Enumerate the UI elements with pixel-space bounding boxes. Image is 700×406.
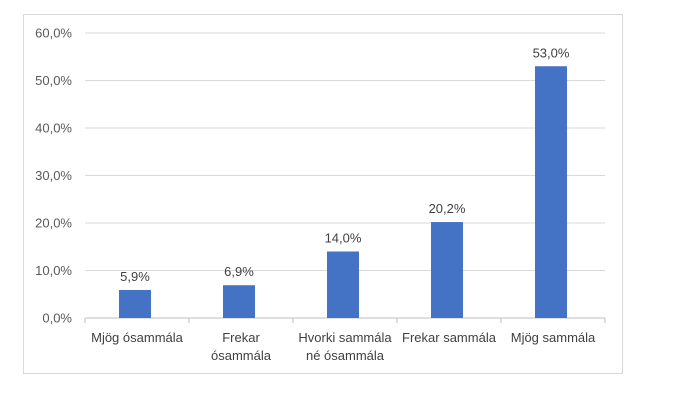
y-tick-label: 50,0%: [35, 73, 72, 88]
x-category-label: Mjög sammála: [511, 330, 596, 345]
bar: [431, 222, 463, 318]
data-label: 5,9%: [120, 269, 150, 284]
data-label: 53,0%: [533, 45, 570, 60]
y-tick-label: 20,0%: [35, 216, 72, 231]
data-label: 20,2%: [429, 201, 466, 216]
y-tick-label: 60,0%: [35, 26, 72, 41]
x-category-label: Frekar: [222, 330, 260, 345]
y-tick-label: 30,0%: [35, 168, 72, 183]
y-tick-label: 10,0%: [35, 263, 72, 278]
x-category-label: Frekar sammála: [402, 330, 497, 345]
bar: [327, 251, 359, 318]
data-label: 14,0%: [325, 231, 362, 246]
y-tick-label: 0,0%: [42, 311, 72, 326]
bar: [535, 66, 567, 318]
x-category-label: Mjög ósammála: [91, 330, 184, 345]
x-category-label: ósammála: [211, 348, 272, 363]
data-label: 6,9%: [224, 264, 254, 279]
x-category-label: né ósammála: [306, 348, 385, 363]
y-tick-label: 40,0%: [35, 121, 72, 136]
x-category-label: Hvorki sammála: [298, 330, 392, 345]
bar: [119, 289, 151, 318]
bar: [223, 285, 255, 318]
